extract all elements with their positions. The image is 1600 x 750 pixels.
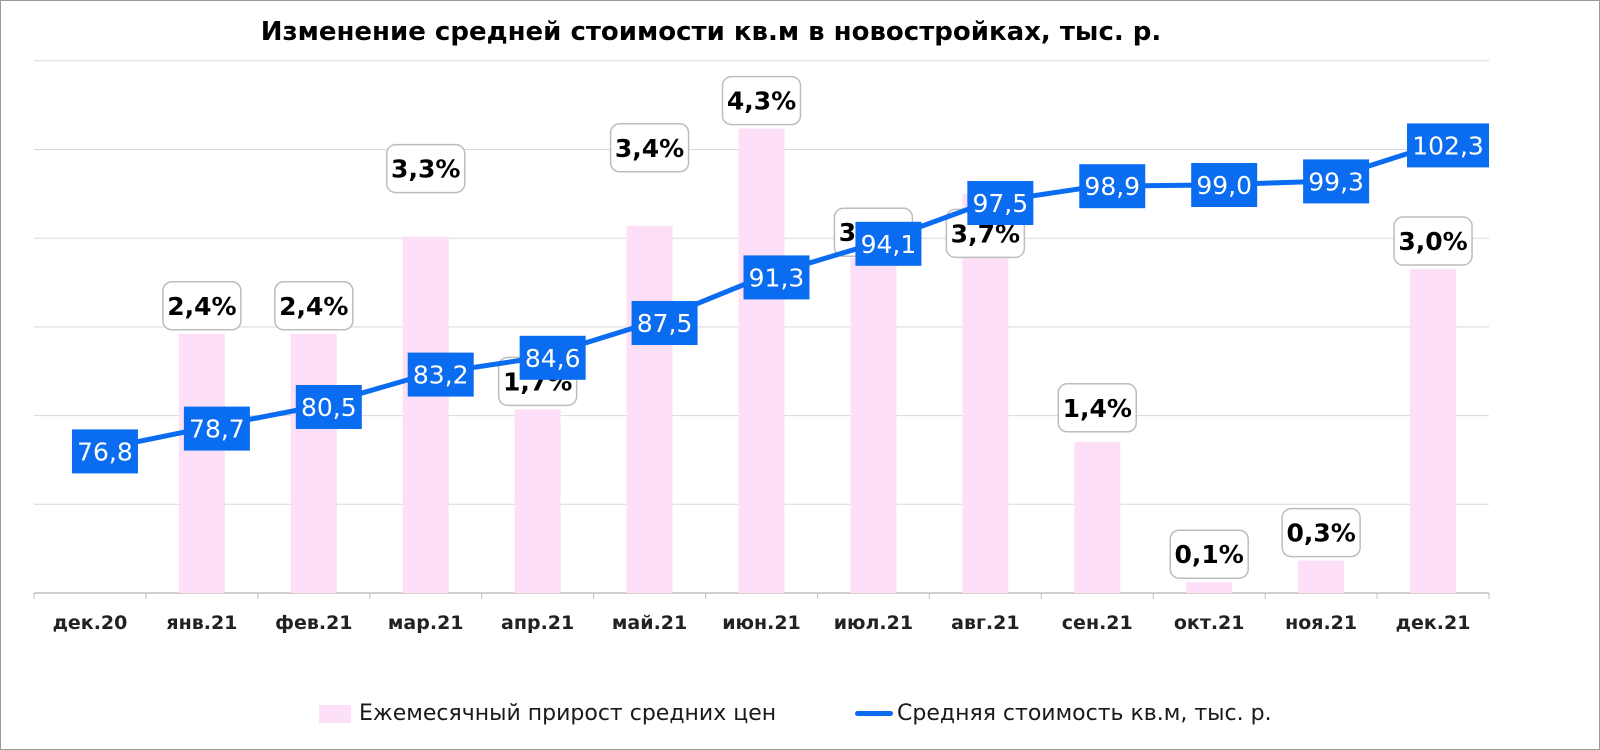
bar-data-label: 0,1% xyxy=(1175,540,1244,569)
line-data-label: 94,1 xyxy=(861,230,917,259)
bar-data-label-box xyxy=(1393,216,1473,266)
x-tick-label: окт.21 xyxy=(1174,612,1245,634)
line-data-label: 80,5 xyxy=(301,393,357,422)
x-tick-label: сен.21 xyxy=(1062,612,1133,634)
bar-data-label: 2,4% xyxy=(167,292,236,321)
line-data-label: 102,3 xyxy=(1412,131,1484,160)
bar-data-label-box xyxy=(1169,529,1249,579)
line-data-label: 91,3 xyxy=(749,263,805,292)
bar-data-label: 0,3% xyxy=(1286,519,1355,548)
chart-title: Изменение средней стоимости кв.м в новос… xyxy=(260,17,1162,47)
bar xyxy=(1298,560,1345,593)
x-tick-label: июн.21 xyxy=(722,612,801,634)
bar-data-label: 1,4% xyxy=(1063,394,1132,423)
line-data-label-box xyxy=(1407,123,1490,168)
bar xyxy=(290,333,337,593)
bar-data-label-box xyxy=(721,75,802,126)
line-data-label: 84,6 xyxy=(525,344,581,373)
line-data-label: 87,5 xyxy=(637,309,693,338)
line-data-label-box xyxy=(1303,159,1370,204)
line-data-label-box xyxy=(1079,164,1146,209)
x-tick-label: дек.21 xyxy=(1396,612,1471,634)
bar-data-label-box xyxy=(1057,383,1138,433)
legend-bar-label: Ежемесячный прирост средних цен xyxy=(359,701,777,726)
x-tick-label: авг.21 xyxy=(951,612,1019,634)
line-data-label-box xyxy=(519,335,586,380)
bar xyxy=(1186,582,1233,593)
x-tick-label: июл.21 xyxy=(834,612,913,634)
legend-item-bar: Ежемесячный прирост средних цен xyxy=(319,701,776,726)
bar-data-label-box xyxy=(609,123,690,173)
x-tick-label: май.21 xyxy=(612,612,687,634)
bar xyxy=(962,193,1009,593)
line-data-label: 97,5 xyxy=(973,189,1029,218)
line-data-label: 98,9 xyxy=(1084,172,1140,201)
bar-data-label: 3,3% xyxy=(391,155,460,184)
line-data-label: 83,2 xyxy=(413,361,469,390)
x-tick-label: апр.21 xyxy=(501,612,574,634)
chart-legend: Ежемесячный прирост средних цен Средняя … xyxy=(1,701,1599,737)
line-data-label-box xyxy=(295,385,362,429)
line-data-label: 99,3 xyxy=(1308,167,1364,196)
bar-data-label-box xyxy=(274,281,354,331)
x-tick-label: янв.21 xyxy=(166,612,237,634)
bar xyxy=(850,258,897,593)
bar-data-label-box xyxy=(162,281,242,331)
legend-line-swatch xyxy=(855,711,893,716)
x-tick-label: дек.20 xyxy=(53,612,128,634)
bar-data-label-box xyxy=(1281,507,1361,558)
line-data-label-box xyxy=(183,406,250,451)
bar xyxy=(402,236,449,593)
bar-data-label: 2,4% xyxy=(279,292,348,321)
bar xyxy=(178,333,225,593)
line-data-label-box xyxy=(743,255,810,300)
line-data-label-box xyxy=(631,301,698,345)
bar xyxy=(626,225,673,594)
x-tick-label: ноя.21 xyxy=(1285,612,1357,634)
bar xyxy=(514,409,561,593)
line-data-label: 78,7 xyxy=(189,415,245,444)
bar-data-label: 4,3% xyxy=(727,87,796,116)
line-data-label-box xyxy=(967,181,1034,225)
chart-canvas: дек.20 янв.21 фев.21 мар.21 апр.21 май.21 июн.… xyxy=(33,60,1490,634)
line-data-label-box xyxy=(1191,163,1258,207)
bar-data-label: 3,4% xyxy=(615,134,684,163)
line-data-label-box xyxy=(71,429,138,474)
legend-item-line: Средняя стоимость кв.м, тыс. р. xyxy=(855,701,1272,726)
bar-data-label-box xyxy=(385,143,466,194)
legend-line-label: Средняя стоимость кв.м, тыс. р. xyxy=(897,701,1272,726)
bar-data-label: 3,0% xyxy=(1398,227,1467,256)
line-data-label-box xyxy=(855,221,922,266)
x-tick-label: мар.21 xyxy=(388,612,464,634)
legend-bar-swatch xyxy=(319,704,351,723)
line-data-label-box xyxy=(407,352,474,397)
bar xyxy=(1074,441,1121,593)
x-tick-label: фев.21 xyxy=(275,612,352,634)
bar xyxy=(1410,269,1457,593)
bar xyxy=(738,128,785,593)
line-data-label: 99,0 xyxy=(1196,171,1252,200)
line-data-label: 76,8 xyxy=(77,437,133,466)
